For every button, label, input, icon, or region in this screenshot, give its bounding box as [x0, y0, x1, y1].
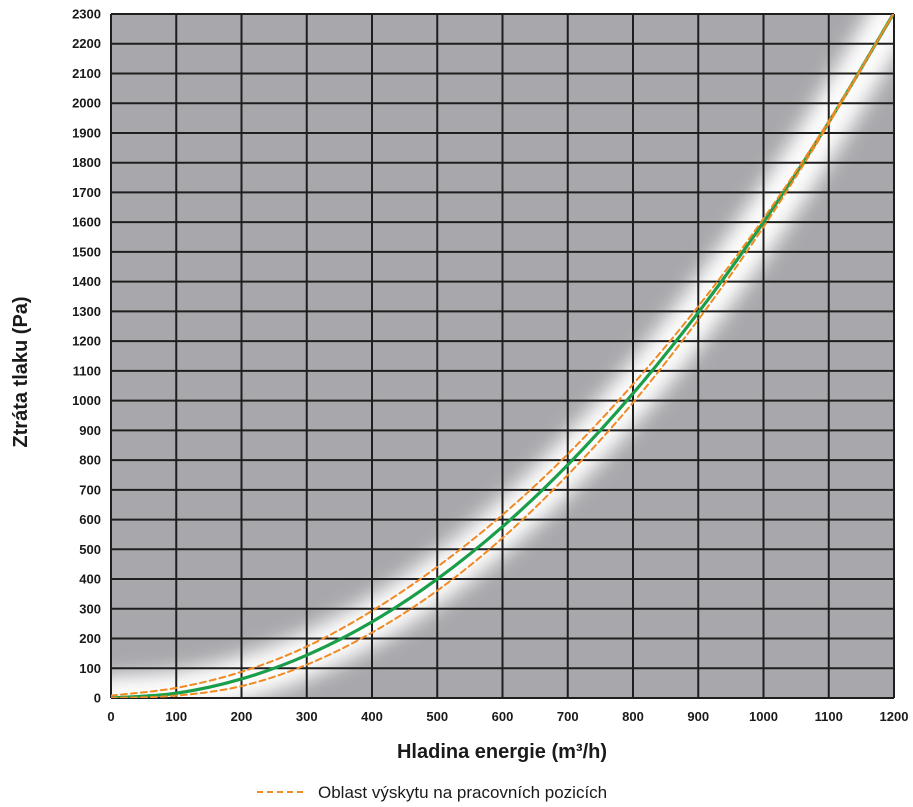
y-tick-label: 1900: [72, 125, 101, 140]
x-axis-title: Hladina energie (m³/h): [397, 741, 607, 763]
y-tick-label: 1700: [72, 185, 101, 200]
x-tick-label: 500: [426, 709, 448, 724]
y-tick-label: 1300: [72, 304, 101, 319]
series-lines: [111, 14, 894, 698]
grid: [110, 13, 895, 699]
lower-bound-dashed-line: [111, 14, 894, 698]
y-tick-label: 200: [79, 631, 101, 646]
y-axis-title: Ztráta tlaku (Pa): [10, 296, 32, 447]
x-tick-label: 1000: [749, 709, 778, 724]
x-axis-ticks: 0 100 200 300 400 500 600 700 800 900 1000 1100 1200: [107, 709, 908, 724]
y-tick-label: 2200: [72, 36, 101, 51]
y-tick-label: 1000: [72, 393, 101, 408]
x-tick-label: 700: [557, 709, 579, 724]
x-tick-label: 600: [492, 709, 514, 724]
x-tick-label: 400: [361, 709, 383, 724]
y-tick-label: 100: [79, 661, 101, 676]
y-tick-label: 2300: [72, 7, 101, 22]
y-tick-label: 1200: [72, 334, 101, 349]
x-tick-label: 300: [296, 709, 318, 724]
y-tick-label: 600: [79, 512, 101, 527]
legend-label: Oblast výskytu na pracovních pozicích: [318, 783, 607, 802]
y-tick-label: 800: [79, 453, 101, 468]
y-tick-label: 400: [79, 572, 101, 587]
x-tick-label: 1200: [880, 709, 909, 724]
y-tick-label: 1800: [72, 155, 101, 170]
y-tick-label: 700: [79, 482, 101, 497]
y-tick-label: 2100: [72, 66, 101, 81]
x-tick-label: 800: [622, 709, 644, 724]
y-tick-label: 300: [79, 601, 101, 616]
x-tick-label: 900: [687, 709, 709, 724]
legend: Oblast výskytu na pracovních pozicích: [257, 783, 607, 802]
y-tick-label: 2000: [72, 96, 101, 111]
upper-bound-dashed-line: [111, 14, 894, 697]
y-tick-label: 0: [94, 691, 101, 706]
x-tick-label: 1100: [815, 709, 843, 724]
y-tick-label: 900: [79, 423, 101, 438]
y-axis-ticks: 0 100 200 300 400 500 600 700 800 900 1000 1100 1200…: [72, 7, 101, 706]
y-tick-label: 1500: [72, 244, 101, 259]
x-tick-label: 100: [165, 709, 187, 724]
y-tick-label: 1600: [72, 215, 101, 230]
pressure-loss-line: [111, 14, 894, 698]
y-tick-label: 500: [79, 542, 101, 557]
y-tick-label: 1100: [73, 363, 101, 378]
x-tick-label: 200: [231, 709, 253, 724]
x-tick-label: 0: [107, 709, 114, 724]
y-tick-label: 1400: [72, 274, 101, 289]
